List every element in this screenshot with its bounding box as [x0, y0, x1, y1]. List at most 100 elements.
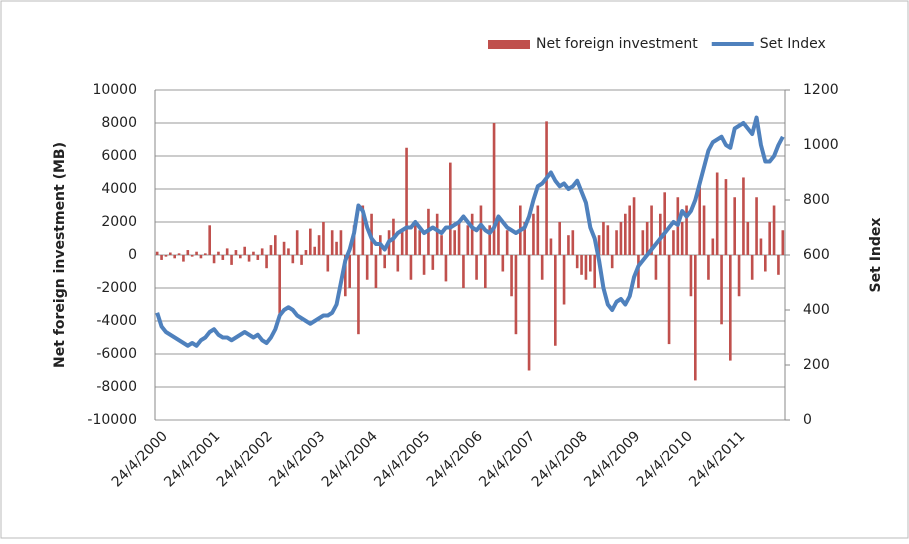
- bar: [742, 177, 745, 255]
- bar: [711, 238, 715, 255]
- bar: [737, 255, 741, 297]
- bar: [615, 230, 618, 255]
- bar: [663, 192, 666, 255]
- y2-tick-label: 0: [803, 412, 812, 428]
- bar: [234, 250, 238, 255]
- bar: [667, 255, 671, 345]
- bar: [414, 222, 417, 255]
- bar: [396, 255, 400, 272]
- bar: [707, 255, 710, 280]
- bar: [282, 241, 286, 255]
- bar: [672, 230, 675, 255]
- bar: [444, 255, 448, 282]
- bar: [169, 252, 172, 255]
- bar: [781, 230, 785, 255]
- bar: [374, 255, 378, 288]
- bar: [549, 238, 553, 255]
- bar: [650, 205, 653, 255]
- bar: [602, 222, 605, 255]
- bar: [536, 205, 540, 255]
- bar: [322, 222, 325, 255]
- bar: [278, 255, 281, 318]
- bar: [575, 255, 579, 269]
- y2-tick-label: 400: [803, 302, 830, 318]
- bar: [326, 255, 330, 272]
- y2-tick-label: 800: [803, 192, 830, 208]
- y-tick-label: 4000: [101, 181, 137, 197]
- legend-label: Set Index: [760, 36, 826, 52]
- bar: [260, 248, 264, 255]
- bar: [440, 235, 443, 255]
- bar: [287, 248, 290, 255]
- bar: [221, 255, 225, 260]
- bar: [479, 205, 483, 255]
- bar: [492, 123, 496, 255]
- bar: [453, 230, 456, 255]
- bar: [164, 255, 168, 257]
- bar: [173, 255, 176, 259]
- bar: [571, 230, 575, 255]
- bar: [409, 255, 413, 280]
- y-tick-label: 8000: [101, 115, 137, 131]
- bar: [619, 222, 623, 255]
- bar: [554, 255, 557, 346]
- bar: [247, 255, 251, 262]
- bar: [243, 246, 246, 255]
- bar: [230, 255, 233, 265]
- bar: [702, 205, 706, 255]
- bar: [750, 255, 754, 280]
- bar: [239, 255, 242, 259]
- bar: [304, 250, 308, 255]
- bar: [624, 213, 627, 255]
- y-tick-label: 0: [128, 247, 137, 263]
- bar: [532, 213, 535, 255]
- bar: [659, 213, 662, 255]
- bar: [724, 179, 728, 255]
- bar: [755, 197, 758, 255]
- bar: [510, 255, 513, 297]
- bar: [313, 246, 316, 255]
- bar: [768, 222, 771, 255]
- bar: [269, 245, 273, 255]
- bar: [514, 255, 518, 335]
- y-tick-label: 6000: [101, 148, 137, 164]
- bar: [558, 222, 561, 255]
- bar: [484, 255, 487, 288]
- bar: [383, 255, 386, 269]
- bar: [654, 255, 658, 280]
- y2-tick-label: 1000: [803, 137, 839, 153]
- bar: [589, 255, 592, 272]
- y2-tick-label: 1200: [803, 82, 839, 98]
- bar: [540, 255, 544, 280]
- bar: [204, 253, 207, 255]
- bar: [746, 222, 750, 255]
- y-tick-label: -8000: [96, 379, 137, 395]
- bar: [523, 222, 526, 255]
- bar: [256, 255, 260, 260]
- bar: [177, 253, 181, 255]
- bar: [584, 255, 588, 280]
- bar: [567, 235, 570, 255]
- bar: [357, 255, 360, 335]
- bar: [217, 251, 220, 255]
- bar: [344, 255, 347, 297]
- bar: [160, 255, 163, 260]
- bar: [689, 255, 693, 297]
- y-axis-title: Net foreign investment (MB): [52, 142, 68, 368]
- bar: [698, 180, 701, 255]
- bar: [291, 255, 295, 264]
- bar: [610, 255, 614, 269]
- y2-axis-title: Set Index: [868, 218, 884, 293]
- bar: [335, 241, 338, 255]
- bar: [729, 255, 732, 361]
- bar: [527, 255, 531, 371]
- bar: [212, 255, 216, 264]
- bar: [155, 251, 159, 255]
- bar: [418, 230, 421, 255]
- bar: [309, 228, 312, 255]
- bar: [637, 255, 640, 288]
- y2-tick-label: 600: [803, 247, 830, 263]
- line: [155, 115, 785, 348]
